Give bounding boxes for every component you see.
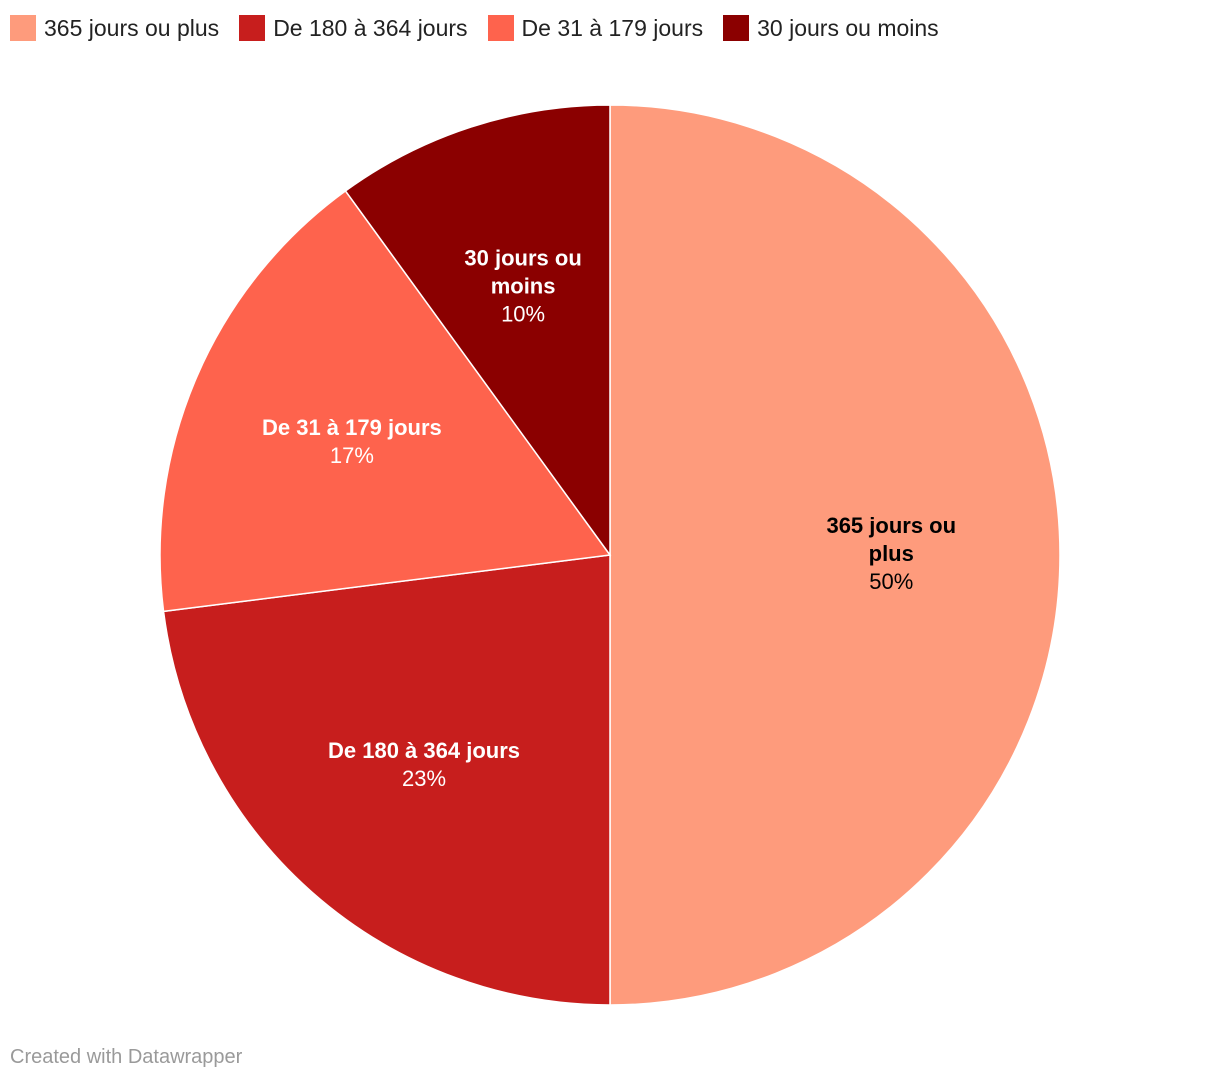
pie-slice-30-less bbox=[344, 104, 611, 558]
slice-value-label: 10% bbox=[501, 301, 545, 326]
legend-item-365-plus: 365 jours ou plus bbox=[10, 15, 219, 42]
legend-label: De 31 à 179 jours bbox=[521, 14, 704, 41]
footer-credit: Created with Datawrapper bbox=[10, 1046, 243, 1068]
legend-item-31-179: De 31 à 179 jours bbox=[487, 14, 704, 42]
slice-label-365-plus: 365 jours ou plus 50% bbox=[826, 513, 956, 594]
pie-slice-365-plus bbox=[609, 104, 1061, 1006]
slice-category-label: 30 jours ou bbox=[464, 245, 581, 270]
slice-category-label: moins bbox=[491, 273, 556, 298]
slice-category-label: 365 jours ou bbox=[826, 513, 956, 538]
chart-legend: 365 jours ou plus De 180 à 364 jours De … bbox=[10, 12, 959, 44]
legend-swatch bbox=[487, 15, 514, 41]
slice-value-label: 17% bbox=[330, 443, 374, 468]
legend-item-180-364: De 180 à 364 jours bbox=[239, 14, 468, 42]
legend-label: 365 jours ou plus bbox=[44, 14, 220, 41]
legend-swatch bbox=[723, 15, 750, 41]
pie-slice-31-179 bbox=[159, 189, 612, 613]
pie-slice-180-364 bbox=[162, 554, 611, 1006]
slice-label-31-179: De 31 à 179 jours 17% bbox=[262, 415, 442, 468]
legend-item-30-less: 30 jours ou moins bbox=[723, 15, 939, 42]
legend-swatch bbox=[10, 15, 36, 41]
legend-label: De 180 à 364 jours bbox=[273, 14, 468, 41]
slice-value-label: 23% bbox=[402, 766, 446, 791]
slice-category-label: De 180 à 364 jours bbox=[328, 738, 520, 763]
slice-label-180-364: De 180 à 364 jours 23% bbox=[328, 738, 520, 791]
legend-label: 30 jours ou moins bbox=[757, 14, 939, 41]
slice-value-label: 50% bbox=[869, 569, 913, 594]
slice-label-30-less: 30 jours ou moins 10% bbox=[464, 245, 581, 326]
slice-category-label: De 31 à 179 jours bbox=[262, 415, 442, 440]
slice-category-label: plus bbox=[869, 541, 914, 566]
legend-swatch bbox=[239, 15, 266, 41]
pie-slices bbox=[159, 104, 1061, 1006]
pie-slice-labels: 365 jours ou plus 50% De 180 à 364 jours 23%… bbox=[262, 245, 956, 790]
